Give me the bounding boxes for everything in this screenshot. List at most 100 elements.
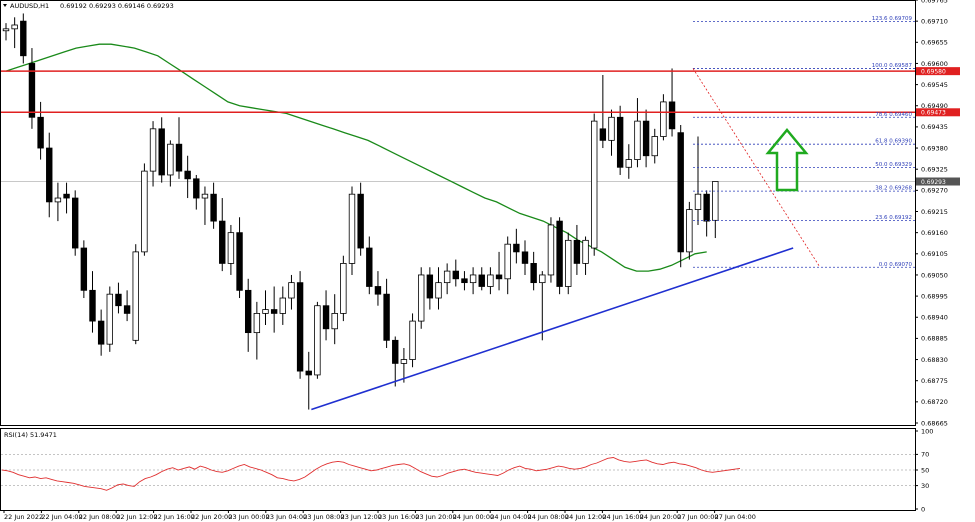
bear-candle: [175, 143, 183, 172]
bear-candle: [668, 101, 676, 130]
time-tick-label: 23 Jun 12:00: [341, 513, 382, 521]
moving-average: [5, 43, 707, 272]
bear-candle: [556, 220, 563, 287]
bull-candle: [288, 282, 295, 299]
time-tick-label: 22 Jun 12:00: [116, 513, 157, 521]
price-tick-label: 0.68665: [921, 419, 948, 427]
price-tick-label: 0.69380: [921, 144, 948, 152]
price-tick-label: 0.68940: [921, 314, 948, 322]
bear-candle: [573, 239, 581, 264]
resistance-badge: [916, 67, 960, 76]
bull-candle: [694, 193, 702, 210]
bull-candle: [331, 313, 338, 330]
price-tick-label: 0.69600: [921, 60, 948, 68]
bull-candle: [539, 274, 546, 284]
bear-candle: [244, 289, 252, 334]
bull-candle: [686, 209, 693, 253]
price-tick-label: 0.68885: [921, 335, 948, 343]
bear-candle: [521, 251, 529, 264]
rsi-panel: 100 70 50 30 0: [1, 427, 933, 513]
bull-candle: [201, 193, 209, 199]
price-tick-label: 0.68720: [921, 398, 948, 406]
fib-level-label: 50.0 0.69329: [875, 162, 912, 168]
bull-candle: [279, 297, 286, 314]
bear-candle: [616, 116, 624, 168]
time-tick-label: 24 Jun 12:00: [565, 513, 606, 521]
fib-level-label: 78.6 0.69460: [875, 112, 912, 118]
current-price-badge: [916, 177, 960, 186]
bear-candle: [322, 305, 330, 330]
ohlc-label: 0.69192 0.69293 0.69146 0.69293: [60, 2, 174, 10]
bull-candle: [167, 143, 174, 176]
bull-candle: [504, 243, 511, 280]
support-trendline: [311, 247, 794, 411]
fib-level-label: 0.0 0.69070: [879, 262, 913, 268]
fib-level-label: 61.8 0.69390: [875, 139, 912, 145]
price-tick-label: 0.69655: [921, 39, 948, 47]
price-tick-label: 0.69325: [921, 166, 948, 174]
bull-candle: [651, 136, 658, 157]
time-tick-label: 22 Jun 20:00: [191, 513, 232, 521]
bull-candle: [547, 224, 555, 276]
time-tick-label: 24 Jun 20:00: [640, 513, 681, 521]
fibonacci-levels: 123.6 0.69709 100.0 0.69587 78.6 0.69460 61…: [692, 16, 915, 268]
bull-candle: [660, 101, 667, 137]
price-tick-label: 0.69435: [921, 123, 948, 131]
bull-candle: [314, 305, 321, 376]
bear-candle: [210, 193, 217, 222]
fib-anchor-line: [692, 68, 821, 268]
horizontal-levels: [1, 70, 915, 114]
price-tick-label: 0.68995: [921, 292, 948, 300]
bear-candle: [115, 293, 122, 307]
price-tick-label: 0.69765: [921, 0, 948, 4]
price-tick-label: 0.69050: [921, 271, 948, 279]
bear-candle: [305, 370, 312, 376]
bull-candle: [565, 239, 572, 287]
fib-level-label: 123.6 0.69709: [872, 16, 913, 22]
bull-candle: [625, 159, 632, 168]
rsi-tick-label: 100: [921, 427, 933, 435]
bear-candle: [296, 282, 304, 372]
bear-candle: [366, 247, 373, 287]
bull-candle: [348, 193, 356, 264]
bear-candle: [383, 293, 390, 341]
bear-candle: [63, 193, 70, 199]
time-tick-label: 23 Jun 20:00: [415, 513, 456, 521]
price-tick-label: 0.69160: [921, 229, 948, 237]
bull-candle: [149, 128, 157, 172]
bear-candle: [599, 128, 607, 141]
bear-candle: [80, 247, 88, 291]
rsi-line: [1, 457, 741, 491]
bull-candle: [582, 239, 589, 264]
bear-candle: [677, 132, 684, 253]
bear-candle: [426, 274, 434, 299]
time-tick-label: 22 Jun 2022: [4, 513, 43, 521]
bull-candle: [54, 197, 62, 203]
ma-line: [5, 43, 707, 272]
rsi-tick-label: 0: [921, 505, 925, 513]
time-tick-label: 24 Jun 16:00: [602, 513, 643, 521]
bull-candle: [591, 120, 598, 249]
time-tick-label: 22 Jun 08:00: [79, 513, 120, 521]
bull-candle: [262, 309, 269, 314]
bull-candle: [253, 313, 261, 334]
bear-candle: [219, 220, 226, 264]
price-tick-label: 0.69710: [921, 17, 948, 25]
bear-candle: [495, 274, 503, 280]
time-tick-label: 27 Jun 00:00: [677, 513, 718, 521]
bear-candle: [184, 170, 191, 180]
resistance-label: 0.69580: [921, 68, 946, 75]
bear-candle: [46, 147, 53, 203]
bear-candle: [642, 120, 650, 157]
bull-candle: [2, 28, 10, 32]
bear-candle: [37, 116, 44, 149]
time-tick-label: 27 Jun 04:00: [715, 513, 756, 521]
bear-candle: [89, 289, 96, 322]
bear-candle: [97, 320, 105, 345]
price-tick-label: 0.68775: [921, 377, 948, 385]
bull-candle: [634, 120, 641, 160]
bear-candle: [461, 278, 468, 284]
symbol-label: AUDUSD,H1: [10, 2, 49, 10]
